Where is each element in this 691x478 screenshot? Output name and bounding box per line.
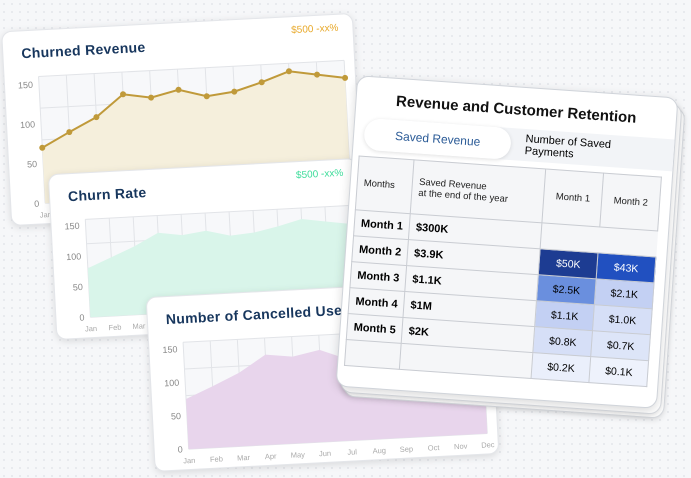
x-tick-label: Jun	[319, 449, 332, 459]
month-cell: Month 1	[353, 209, 411, 240]
data-point	[203, 93, 210, 100]
x-tick-label: Jan	[85, 324, 98, 334]
month-cell	[344, 339, 402, 370]
series-line	[41, 70, 346, 149]
grid-line	[85, 205, 349, 220]
x-tick-label: Jan	[40, 210, 53, 220]
y-tick-label: 100	[66, 251, 82, 262]
month-cell: Month 2	[351, 235, 409, 266]
y-tick-label: 150	[162, 344, 178, 355]
data-point	[93, 114, 100, 121]
y-tick-label: 50	[73, 282, 84, 293]
y-tick-label: 0	[34, 199, 40, 209]
header-month-2: Month 2	[599, 173, 662, 231]
retention-card: Revenue and Customer Retention Saved Rev…	[335, 75, 679, 409]
x-tick-label: Oct	[428, 443, 441, 453]
x-tick-label: Mar	[132, 321, 146, 331]
card-title: Churn Rate	[67, 184, 147, 205]
x-tick-label: Mar	[237, 453, 251, 463]
header-months: Months	[355, 155, 415, 214]
y-tick-label: 0	[177, 444, 183, 454]
y-tick-label: 50	[27, 159, 38, 170]
month-cell: Month 4	[348, 287, 405, 318]
card-badge: $500 -xx%	[295, 167, 344, 182]
data-point	[285, 68, 292, 75]
month-cell: Month 3	[349, 261, 407, 292]
heat-cell: $50K	[538, 248, 599, 279]
heat-cell: $2.1K	[594, 278, 655, 309]
x-tick-label: Feb	[108, 323, 121, 333]
data-point	[314, 71, 321, 78]
header-saved-revenue: Saved Revenue at the end of the year	[410, 159, 546, 223]
y-tick-label: 50	[171, 411, 182, 422]
x-tick-label: Sep	[400, 444, 414, 454]
data-point	[39, 144, 46, 151]
data-point	[342, 74, 349, 81]
grid-line	[38, 59, 345, 77]
x-tick-label: Apr	[265, 451, 278, 461]
tab-saved-revenue[interactable]: Saved Revenue	[363, 117, 513, 161]
y-tick-label: 100	[20, 119, 36, 130]
heat-cell: $1.1K	[534, 300, 595, 331]
data-point	[120, 91, 127, 98]
data-point	[148, 94, 155, 101]
card-title: Churned Revenue	[20, 38, 146, 62]
data-point	[258, 79, 265, 86]
card-title: Number of Cancelled User	[165, 301, 349, 328]
heat-cell: $43K	[596, 252, 656, 283]
data-point	[231, 88, 238, 95]
heat-cell: $1.0K	[592, 304, 653, 335]
area-fill	[186, 349, 488, 450]
x-tick-label: Nov	[454, 442, 468, 452]
month-cell: Month 5	[346, 313, 404, 344]
x-tick-label: Jul	[347, 447, 357, 457]
y-tick-label: 150	[18, 80, 34, 91]
data-point	[66, 129, 73, 136]
x-tick-label: Dec	[481, 440, 495, 450]
retention-table: Months Saved Revenue at the end of the ye…	[343, 155, 663, 388]
header-month-1: Month 1	[542, 169, 604, 227]
tab-saved-payments[interactable]: Number of Saved Payments	[524, 133, 612, 161]
heat-cell: $0.8K	[533, 326, 593, 357]
y-tick-label: 100	[164, 378, 180, 389]
header-line: at the end of the year	[418, 187, 509, 205]
heat-cell: $0.7K	[590, 330, 651, 361]
x-tick-label: Jan	[183, 456, 196, 466]
heat-cell: $2.5K	[536, 274, 597, 305]
heat-cell: $0.2K	[531, 352, 591, 383]
y-tick-label: 0	[79, 313, 85, 323]
x-tick-label: Feb	[210, 454, 223, 464]
x-tick-label: May	[291, 450, 306, 460]
heat-cell: $0.1K	[589, 356, 649, 387]
data-point	[175, 86, 182, 93]
y-tick-label: 150	[64, 221, 80, 232]
x-tick-label: Aug	[372, 446, 386, 456]
card-badge: $500 -xx%	[290, 22, 339, 37]
